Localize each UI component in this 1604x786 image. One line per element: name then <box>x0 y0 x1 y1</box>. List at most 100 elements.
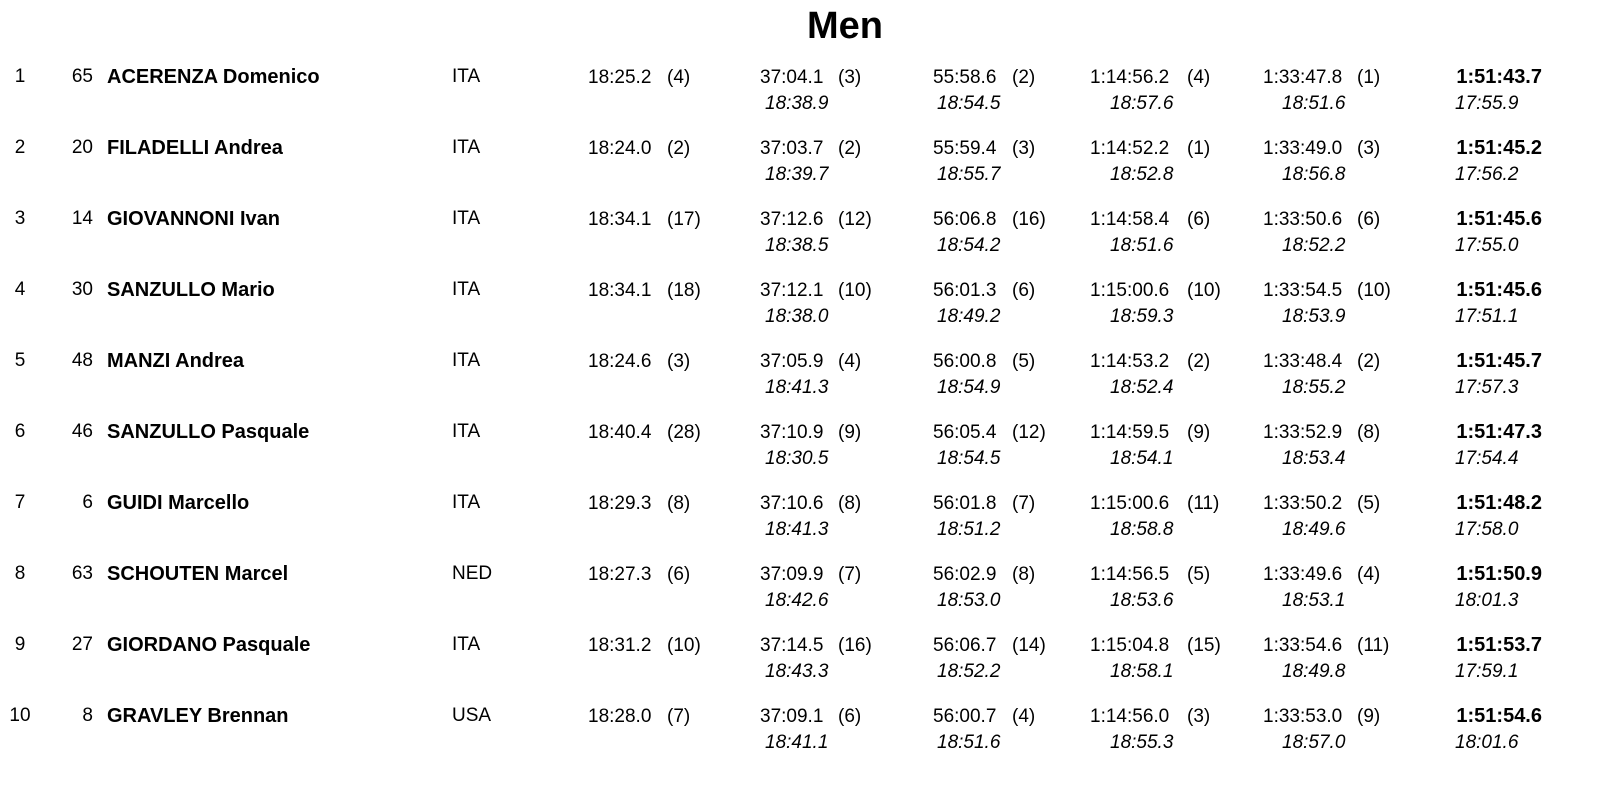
split-time: 1:14:59.5 <box>1090 422 1170 443</box>
split-time: 1:14:56.5 <box>1090 564 1170 585</box>
finish-lap: 17:58.0 <box>1455 519 1519 540</box>
athlete-name: GIOVANNONI Ivan <box>107 208 280 230</box>
split-time: 1:15:00.6 <box>1090 493 1170 514</box>
split-rank: (3) <box>1357 138 1381 159</box>
split-rank: (5) <box>1357 493 1381 514</box>
finish-lap: 17:55.9 <box>1455 93 1519 114</box>
nation: ITA <box>452 421 481 442</box>
athlete-name: GRAVLEY Brennan <box>107 705 289 727</box>
split-rank: (18) <box>667 280 701 301</box>
split-time: 1:15:04.8 <box>1090 635 1170 656</box>
split-time: 1:33:52.9 <box>1263 422 1343 443</box>
split-time: 37:03.7 <box>760 138 824 159</box>
athlete-name: GUIDI Marcello <box>107 492 250 514</box>
finish-time: 1:51:45.6 <box>1456 208 1542 230</box>
split-time: 1:14:56.0 <box>1090 706 1170 727</box>
lap-time: 18:54.2 <box>937 235 1001 256</box>
rank: 8 <box>14 563 26 584</box>
bib: 27 <box>71 634 93 655</box>
split-time: 37:12.6 <box>760 209 824 230</box>
split-time: 1:14:53.2 <box>1090 351 1170 372</box>
split-time: 56:06.7 <box>933 635 997 656</box>
split-time: 18:28.0 <box>588 706 652 727</box>
athlete-name: SANZULLO Mario <box>107 279 275 301</box>
split-time: 18:34.1 <box>588 209 652 230</box>
split-rank: (3) <box>1187 706 1211 727</box>
split-rank: (9) <box>1357 706 1381 727</box>
split-rank: (12) <box>1012 422 1046 443</box>
split-time: 18:34.1 <box>588 280 652 301</box>
finish-time: 1:51:54.6 <box>1456 705 1542 727</box>
split-time: 37:09.1 <box>760 706 824 727</box>
nation: USA <box>452 705 492 726</box>
finish-lap: 17:59.1 <box>1455 661 1519 682</box>
split-time: 55:59.4 <box>933 138 997 159</box>
split-rank: (17) <box>667 209 701 230</box>
finish-time: 1:51:45.7 <box>1456 350 1542 372</box>
rank: 2 <box>14 137 26 158</box>
split-rank: (8) <box>1357 422 1381 443</box>
finish-time: 1:51:48.2 <box>1456 492 1542 514</box>
lap-time: 18:41.3 <box>765 519 829 540</box>
split-time: 1:33:53.0 <box>1263 706 1343 727</box>
split-rank: (5) <box>1012 351 1036 372</box>
rank: 10 <box>9 705 31 726</box>
nation: ITA <box>452 137 481 158</box>
split-time: 18:24.0 <box>588 138 652 159</box>
finish-time: 1:51:45.6 <box>1456 279 1542 301</box>
bib: 65 <box>71 66 93 87</box>
rank: 9 <box>14 634 26 655</box>
split-rank: (10) <box>1357 280 1391 301</box>
nation: ITA <box>452 208 481 229</box>
split-time: 37:12.1 <box>760 280 824 301</box>
bib: 48 <box>71 350 93 371</box>
nation: ITA <box>452 66 481 87</box>
split-rank: (7) <box>1012 493 1036 514</box>
split-time: 1:15:00.6 <box>1090 280 1170 301</box>
lap-time: 18:55.7 <box>937 164 1001 185</box>
lap-time: 18:41.3 <box>765 377 829 398</box>
split-time: 1:14:52.2 <box>1090 138 1170 159</box>
split-rank: (1) <box>1187 138 1211 159</box>
split-rank: (6) <box>1187 209 1211 230</box>
lap-time: 18:39.7 <box>765 164 829 185</box>
bib: 30 <box>71 279 93 300</box>
split-time: 18:31.2 <box>588 635 652 656</box>
bib: 14 <box>71 208 93 229</box>
finish-lap: 17:54.4 <box>1455 448 1519 469</box>
split-time: 18:27.3 <box>588 564 652 585</box>
split-rank: (15) <box>1187 635 1221 656</box>
split-rank: (4) <box>667 67 691 88</box>
split-time: 56:01.8 <box>933 493 997 514</box>
lap-time: 18:54.5 <box>937 448 1001 469</box>
split-rank: (16) <box>838 635 872 656</box>
lap-time: 18:53.6 <box>1110 590 1174 611</box>
split-rank: (2) <box>1357 351 1381 372</box>
nation: ITA <box>452 492 481 513</box>
nation: ITA <box>452 350 481 371</box>
split-rank: (8) <box>667 493 691 514</box>
title: Men <box>807 5 883 47</box>
split-rank: (11) <box>1187 493 1220 514</box>
split-time: 37:09.9 <box>760 564 824 585</box>
rank: 7 <box>14 492 26 513</box>
athlete-name: SANZULLO Pasquale <box>107 421 310 443</box>
rank: 5 <box>14 350 26 371</box>
lap-time: 18:55.2 <box>1282 377 1346 398</box>
split-time: 37:04.1 <box>760 67 824 88</box>
split-time: 1:33:49.6 <box>1263 564 1343 585</box>
split-rank: (8) <box>1012 564 1036 585</box>
split-rank: (3) <box>838 67 862 88</box>
finish-lap: 17:56.2 <box>1455 164 1519 185</box>
lap-time: 18:58.1 <box>1110 661 1174 682</box>
split-rank: (8) <box>838 493 862 514</box>
split-time: 18:40.4 <box>588 422 652 443</box>
lap-time: 18:54.5 <box>937 93 1001 114</box>
lap-time: 18:53.4 <box>1282 448 1346 469</box>
lap-time: 18:43.3 <box>765 661 829 682</box>
split-rank: (4) <box>1012 706 1036 727</box>
lap-time: 18:52.4 <box>1110 377 1174 398</box>
split-time: 1:33:48.4 <box>1263 351 1343 372</box>
lap-time: 18:59.3 <box>1110 306 1174 327</box>
